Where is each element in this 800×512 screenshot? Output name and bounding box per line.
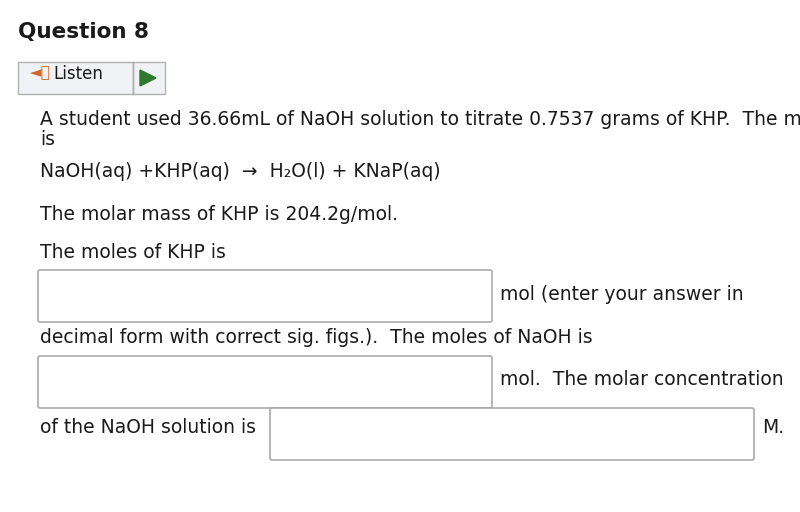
Text: mol.  The molar concentration: mol. The molar concentration [500,370,784,389]
Text: NaOH(aq) +KHP(aq)  →  H₂O(l) + KNaP(aq): NaOH(aq) +KHP(aq) → H₂O(l) + KNaP(aq) [40,162,441,181]
FancyBboxPatch shape [38,356,492,408]
FancyBboxPatch shape [38,270,492,322]
FancyBboxPatch shape [133,62,165,94]
Text: The molar mass of KHP is 204.2g/mol.: The molar mass of KHP is 204.2g/mol. [40,205,398,224]
Polygon shape [140,70,156,86]
Text: Listen: Listen [53,65,103,83]
Text: is: is [40,130,55,149]
Text: A student used 36.66mL of NaOH solution to titrate 0.7537 grams of KHP.  The mol: A student used 36.66mL of NaOH solution … [40,110,800,129]
Text: decimal form with correct sig. figs.).  The moles of NaOH is: decimal form with correct sig. figs.). T… [40,328,593,347]
Text: mol (enter your answer in: mol (enter your answer in [500,285,744,304]
Text: ◄⦿: ◄⦿ [30,65,51,80]
FancyBboxPatch shape [270,408,754,460]
Text: of the NaOH solution is: of the NaOH solution is [40,418,256,437]
Text: Question 8: Question 8 [18,22,149,42]
Text: The moles of KHP is: The moles of KHP is [40,243,226,262]
FancyBboxPatch shape [18,62,133,94]
Text: M.: M. [762,418,784,437]
